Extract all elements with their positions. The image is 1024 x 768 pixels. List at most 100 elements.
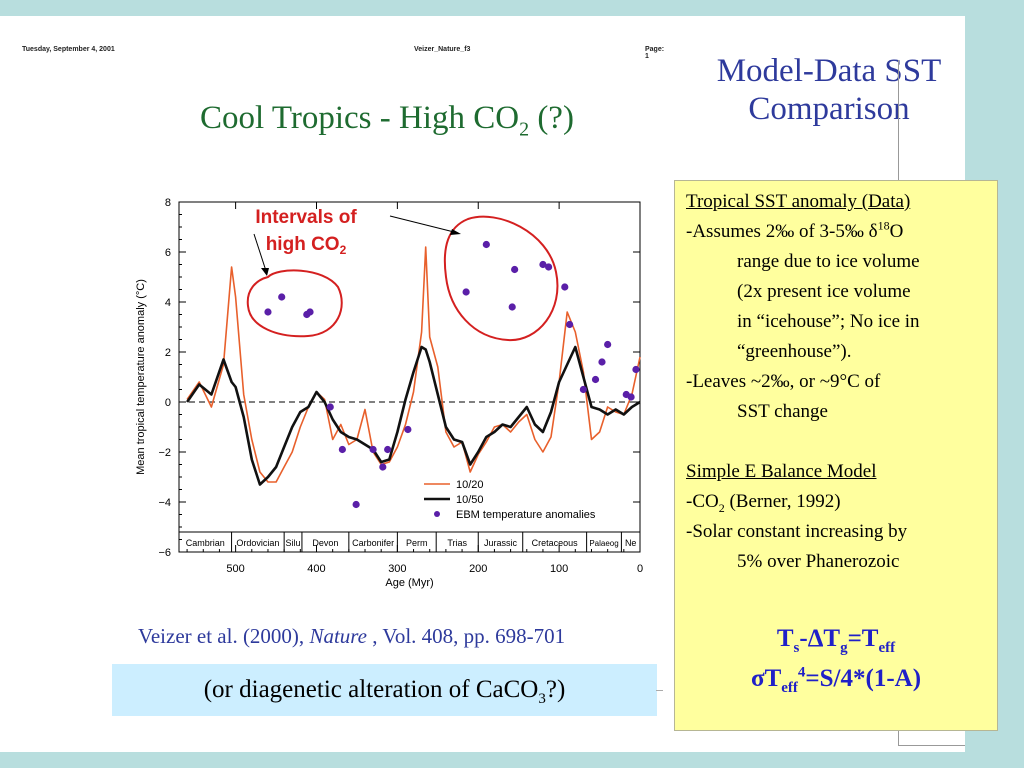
eq2-sup-a: 4 bbox=[797, 664, 806, 681]
info-assumes-line-4: in “icehouse”; No ice in bbox=[737, 311, 920, 332]
caco3-caption-subscript: 3 bbox=[538, 691, 546, 707]
eq1-sub-a: s bbox=[793, 640, 800, 656]
highlight-circle-2 bbox=[443, 215, 559, 342]
period-label-palaeog: Palaeog bbox=[589, 539, 618, 548]
x-axis-label: Age (Myr) bbox=[385, 577, 433, 589]
citation-volume: , Vol. 408, pp. 698-701 bbox=[367, 624, 566, 648]
y-tick-label: −6 bbox=[158, 547, 171, 559]
x-tick-label: 400 bbox=[307, 563, 325, 575]
eq2-sub-a: eff bbox=[781, 680, 798, 696]
info-assumes-line-2: range due to ice volume bbox=[737, 251, 920, 272]
y-tick-label: 0 bbox=[165, 397, 171, 409]
info-solar-line-1: -Solar constant increasing by bbox=[686, 521, 908, 542]
info-assumes-text: -Assumes 2‰ of 3-5‰ δ bbox=[686, 221, 878, 242]
annotation-arrow-1 bbox=[253, 233, 268, 275]
annotation-line-1: Intervals of bbox=[255, 207, 357, 228]
ebm-point bbox=[379, 463, 387, 471]
ebm-point bbox=[591, 375, 600, 384]
info-co2-line: -CO2 (Berner, 1992) bbox=[686, 487, 987, 517]
y-tick-label: 4 bbox=[165, 297, 171, 309]
info-section-heading-model: Simple E Balance Model bbox=[686, 461, 877, 482]
x-tick-label: 500 bbox=[226, 563, 244, 575]
scan-page-header: Tuesday, September 4, 2001 Veizer_Nature… bbox=[22, 46, 664, 60]
annotation-line-2: high CO2 bbox=[266, 234, 347, 257]
info-leaves-line-2: SST change bbox=[737, 401, 828, 422]
y-tick-label: −2 bbox=[158, 447, 171, 459]
info-co2-text-end: (Berner, 1992) bbox=[724, 491, 841, 512]
ebm-point bbox=[604, 340, 612, 349]
info-assumes-superscript: 18 bbox=[877, 218, 890, 233]
period-label-trias: Trias bbox=[447, 538, 467, 548]
caco3-caption-box: (or diagenetic alteration of CaCO3?) bbox=[112, 664, 657, 716]
y-tick-label: 8 bbox=[165, 197, 171, 209]
citation-authors: Veizer et al. (2000), bbox=[138, 624, 310, 648]
legend-label-ebm: EBM temperature anomalies bbox=[456, 509, 596, 521]
ebm-point bbox=[326, 403, 334, 411]
ebm-point bbox=[462, 288, 470, 296]
info-co2-subscript: 2 bbox=[718, 500, 725, 515]
slide-title-line-1: Model-Data SST bbox=[716, 53, 942, 89]
legend-swatch-ebm bbox=[434, 511, 440, 517]
figure-title: Cool Tropics - High CO2 (?) bbox=[200, 100, 574, 142]
x-tick-label: 0 bbox=[637, 563, 643, 575]
info-co2-text: -CO bbox=[686, 491, 719, 512]
eq1-sub-c: eff bbox=[878, 640, 896, 656]
y-tick-label: 2 bbox=[165, 347, 171, 359]
decorative-horizontal-line bbox=[898, 745, 965, 746]
info-assumes-text-end: O bbox=[889, 221, 904, 242]
annotation-arrowhead-2 bbox=[450, 229, 461, 235]
ebm-point bbox=[539, 260, 547, 269]
citation: Veizer et al. (2000), Nature , Vol. 408,… bbox=[138, 624, 565, 649]
x-tick-label: 300 bbox=[388, 563, 406, 575]
ebm-point bbox=[482, 240, 490, 249]
ebm-point bbox=[561, 283, 569, 291]
period-label-jurassic: Jurassic bbox=[484, 538, 518, 548]
info-box: Tropical SST anomaly (Data) -Assumes 2‰ … bbox=[674, 180, 998, 731]
legend-label-10-20: 10/20 bbox=[456, 479, 484, 491]
info-section-heading-data: Tropical SST anomaly (Data) bbox=[686, 191, 911, 212]
eq1-part-a: T bbox=[776, 625, 794, 652]
info-leaves-line-1: -Leaves ~2‰, or ~9°C of bbox=[686, 371, 881, 392]
x-tick-label: 100 bbox=[550, 563, 568, 575]
caco3-caption-end: ?) bbox=[545, 676, 566, 703]
period-label-ne: Ne bbox=[625, 538, 637, 548]
ebm-point bbox=[404, 425, 412, 434]
eq1-sub-b: g bbox=[840, 640, 848, 656]
ebm-point bbox=[598, 358, 606, 366]
plot-frame bbox=[178, 201, 641, 553]
period-label-cretaceous: Cretaceous bbox=[532, 538, 579, 548]
ebm-point bbox=[627, 393, 635, 401]
ebm-point bbox=[384, 445, 392, 454]
decorative-dash bbox=[656, 690, 663, 691]
ebm-point bbox=[352, 500, 360, 509]
caco3-caption-text: (or diagenetic alteration of CaCO bbox=[203, 676, 539, 703]
eq2-part-b: =S/4*(1-A) bbox=[805, 665, 922, 692]
ebm-point bbox=[579, 385, 587, 394]
period-label-silu: Silu bbox=[286, 538, 301, 548]
ebm-point bbox=[306, 308, 314, 316]
info-assumes-line: -Assumes 2‰ of 3-5‰ δ18O bbox=[686, 217, 987, 247]
info-solar-line-2: 5% over Phanerozoic bbox=[737, 551, 900, 572]
slide-title: Model-Data SST Comparison bbox=[684, 52, 974, 128]
temperature-anomaly-chart: 8 6 4 2 0 −2 −4 −6 500 400 300 200 100 0 Age (Myr) Mean… bbox=[135, 197, 643, 589]
ebm-point bbox=[264, 308, 272, 316]
y-tick-label: 6 bbox=[165, 247, 171, 259]
highlight-circle-1 bbox=[246, 269, 343, 338]
figure-title-subscript: 2 bbox=[519, 118, 530, 141]
equations: Ts-ΔTg=Teff σTeff4=S/4*(1-A) bbox=[675, 619, 997, 699]
ebm-point bbox=[511, 265, 519, 274]
annotation-subscript: 2 bbox=[340, 243, 347, 257]
figure-title-main: Cool Tropics - High CO bbox=[200, 100, 520, 136]
info-assumes-line-3: (2x present ice volume bbox=[737, 281, 911, 302]
ebm-point bbox=[566, 320, 574, 329]
equation-2: σTeff4=S/4*(1-A) bbox=[675, 659, 997, 699]
scan-header-date: Tuesday, September 4, 2001 bbox=[22, 46, 115, 53]
info-spacer bbox=[686, 427, 987, 457]
legend-label-10-50: 10/50 bbox=[456, 494, 484, 506]
ebm-point bbox=[278, 293, 286, 301]
period-label-cambrian: Cambrian bbox=[186, 538, 225, 548]
x-tick-label: 200 bbox=[469, 563, 487, 575]
annotation-arrowhead-1 bbox=[261, 268, 269, 276]
slide-title-line-2: Comparison bbox=[748, 91, 910, 127]
eq1-part-b: -ΔT bbox=[799, 625, 841, 652]
